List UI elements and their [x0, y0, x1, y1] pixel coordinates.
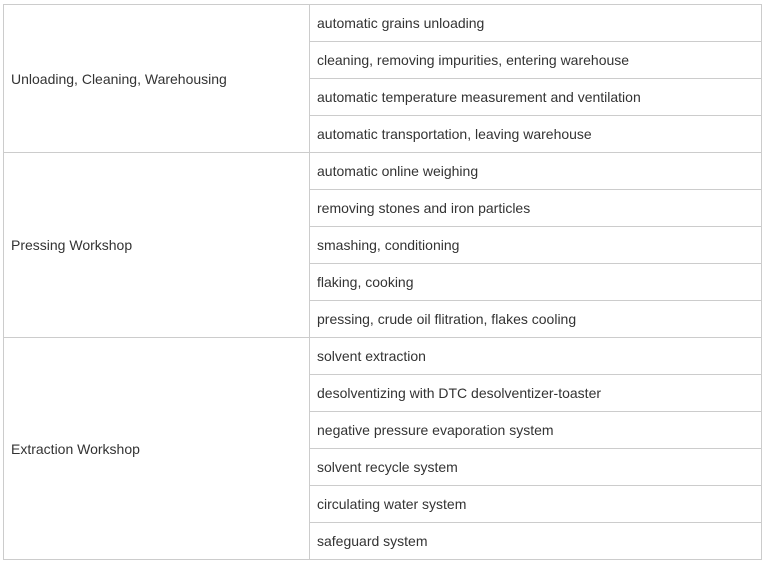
step-cell: negative pressure evaporation system	[309, 411, 762, 449]
step-cell: automatic grains unloading	[309, 4, 762, 42]
table-row: cleaning, removing impurities, entering …	[4, 41, 762, 79]
table-row: Extraction Workshop solvent extraction	[3, 337, 762, 560]
step-cell: safeguard system	[309, 522, 762, 560]
step-cell: desolventizing with DTC desolventizer-to…	[309, 374, 762, 412]
table-row: circulating water system	[4, 485, 762, 523]
step-cell: solvent recycle system	[309, 448, 762, 486]
step-cell: removing stones and iron particles	[309, 189, 762, 227]
step-cell: flaking, cooking	[309, 263, 762, 301]
table-row: flaking, cooking	[4, 263, 762, 301]
process-table: Unloading, Cleaning, Warehousing automat…	[3, 4, 762, 560]
step-cell: solvent extraction	[309, 337, 762, 375]
table-row: automatic temperature measurement and ve…	[4, 78, 762, 116]
table-row: desolventizing with DTC desolventizer-to…	[4, 374, 762, 412]
process-table-body: Unloading, Cleaning, Warehousing automat…	[3, 4, 762, 560]
step-cell: automatic temperature measurement and ve…	[309, 78, 762, 116]
table-row: negative pressure evaporation system	[4, 411, 762, 449]
group-name-cell: Unloading, Cleaning, Warehousing	[3, 4, 310, 153]
table-row: safeguard system	[4, 522, 762, 560]
step-cell: circulating water system	[309, 485, 762, 523]
table-row: smashing, conditioning	[4, 226, 762, 264]
step-cell: smashing, conditioning	[309, 226, 762, 264]
table-row: solvent recycle system	[4, 448, 762, 486]
table-row: removing stones and iron particles	[4, 189, 762, 227]
group-name-cell: Pressing Workshop	[3, 152, 310, 338]
step-cell: automatic online weighing	[309, 152, 762, 190]
step-cell: automatic transportation, leaving wareho…	[309, 115, 762, 153]
group-name-cell: Extraction Workshop	[3, 337, 310, 560]
table-row: Pressing Workshop automatic online weigh…	[3, 152, 762, 338]
process-table-container: Unloading, Cleaning, Warehousing automat…	[3, 4, 762, 560]
step-cell: cleaning, removing impurities, entering …	[309, 41, 762, 79]
table-row: Unloading, Cleaning, Warehousing automat…	[3, 4, 762, 153]
step-cell: pressing, crude oil flitration, flakes c…	[309, 300, 762, 338]
table-row: pressing, crude oil flitration, flakes c…	[4, 300, 762, 338]
